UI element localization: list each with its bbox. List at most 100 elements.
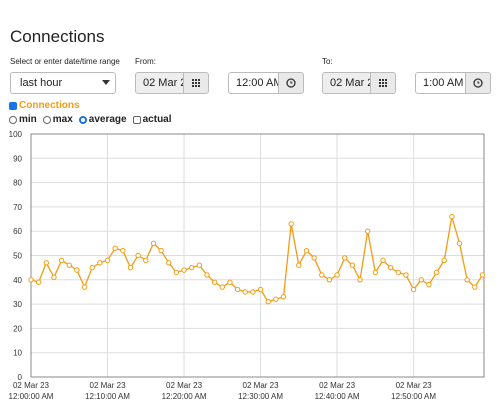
mode-label: average [88,114,127,125]
mode-option[interactable]: average [78,114,127,125]
x-tick-label: 02 Mar 23 [90,381,127,390]
from-label: From: [135,57,156,66]
from-time[interactable]: 12:00 AM [228,72,280,94]
y-tick-label: 40 [13,276,22,285]
from-time-button[interactable] [278,72,304,94]
x-tick-label: 02 Mar 23 [13,381,50,390]
data-point [357,277,363,283]
y-tick-label: 60 [13,227,22,236]
radio [9,115,17,124]
data-point [227,279,233,285]
mode-label: actual [142,114,172,125]
data-point [43,260,50,266]
data-point [143,257,149,264]
y-tick-label: 30 [13,300,22,309]
x-tick-label: 02 Mar 23 [243,381,280,390]
data-point [334,272,340,278]
to-time-button[interactable] [465,72,491,94]
data-point [257,286,264,293]
x-tick-label: 02 Mar 23 [396,381,433,390]
calendar-icon [192,79,200,87]
data-point [196,262,203,268]
mode-label: min [19,114,37,125]
to-time[interactable]: 1:00 AM [415,72,467,94]
x-tick-label: 12:50:00 AM [391,392,436,401]
data-point [387,264,394,271]
y-tick-label: 100 [9,130,23,139]
series-toggle-label: Connections [19,100,80,111]
plot-border [30,133,485,378]
x-tick-label: 12:40:00 AM [315,392,360,401]
data-point [150,240,157,247]
data-point [280,294,287,300]
data-point [464,277,470,283]
data-point [433,269,440,276]
data-point [188,264,195,271]
data-point [380,257,386,264]
data-point [426,281,432,288]
data-point [181,267,187,273]
data-point [342,255,348,261]
data-point [219,284,226,290]
data-point [234,286,241,293]
data-point [242,289,248,295]
data-point [311,255,317,261]
to-label: To: [322,57,333,66]
dropdown-arrow [102,80,110,85]
radio [78,115,87,124]
data-point [135,252,141,259]
clock-icon [473,78,483,88]
data-point [66,262,72,268]
data-point [403,272,409,278]
y-tick-label: 50 [13,252,22,261]
to-date[interactable]: 02 Mar 2 [322,72,372,94]
page-title: Connections [10,27,105,46]
data-point [479,272,486,278]
data-point [273,296,279,302]
range-select-value: last hour [20,77,63,89]
x-tick-label: 12:00:00 AM [9,392,54,401]
data-point [250,289,256,295]
data-point [28,277,34,283]
data-point [449,213,455,220]
data-point [265,298,271,305]
y-tick-label: 90 [13,154,22,163]
x-tick-label: 12:10:00 AM [85,392,130,401]
x-tick-label: 12:20:00 AM [162,392,207,401]
mode-label: max [52,114,73,125]
data-point [364,228,371,234]
data-point [120,247,126,254]
y-tick-label: 20 [13,324,22,333]
data-point [395,269,401,276]
data-point [104,257,111,264]
mode-option[interactable]: actual [132,114,172,125]
data-point [472,284,478,290]
mode-option[interactable]: max [42,114,73,125]
from-date[interactable]: 02 Mar 2 [135,72,184,94]
data-point [127,264,134,271]
chart: 0 10 20 30 40 50 60 70 80 90 100 02 Mar 23 12:00:00 … [9,130,486,401]
data-point [112,245,118,251]
mode-option[interactable]: min [9,114,37,125]
from-date-button[interactable] [183,72,209,94]
checkbox [9,101,17,110]
data-point [58,257,65,264]
y-tick-label: 10 [13,349,22,358]
data-point [166,260,172,266]
series-toggle[interactable]: Connections [9,100,80,111]
y-tick-label: 0 [18,373,23,382]
data-point [441,257,447,264]
data-point [349,262,356,268]
data-point [319,272,325,278]
range-label: Select or enter date/time range [10,57,120,66]
to-date-button[interactable] [370,72,396,94]
data-point [74,267,80,273]
x-tick-label: 02 Mar 23 [319,381,356,390]
range-select[interactable]: last hour [10,72,116,94]
radio [42,115,51,124]
mode-options: min max average actual [9,114,172,125]
data-point [89,264,95,271]
data-point [303,247,310,254]
data-point [410,286,417,293]
